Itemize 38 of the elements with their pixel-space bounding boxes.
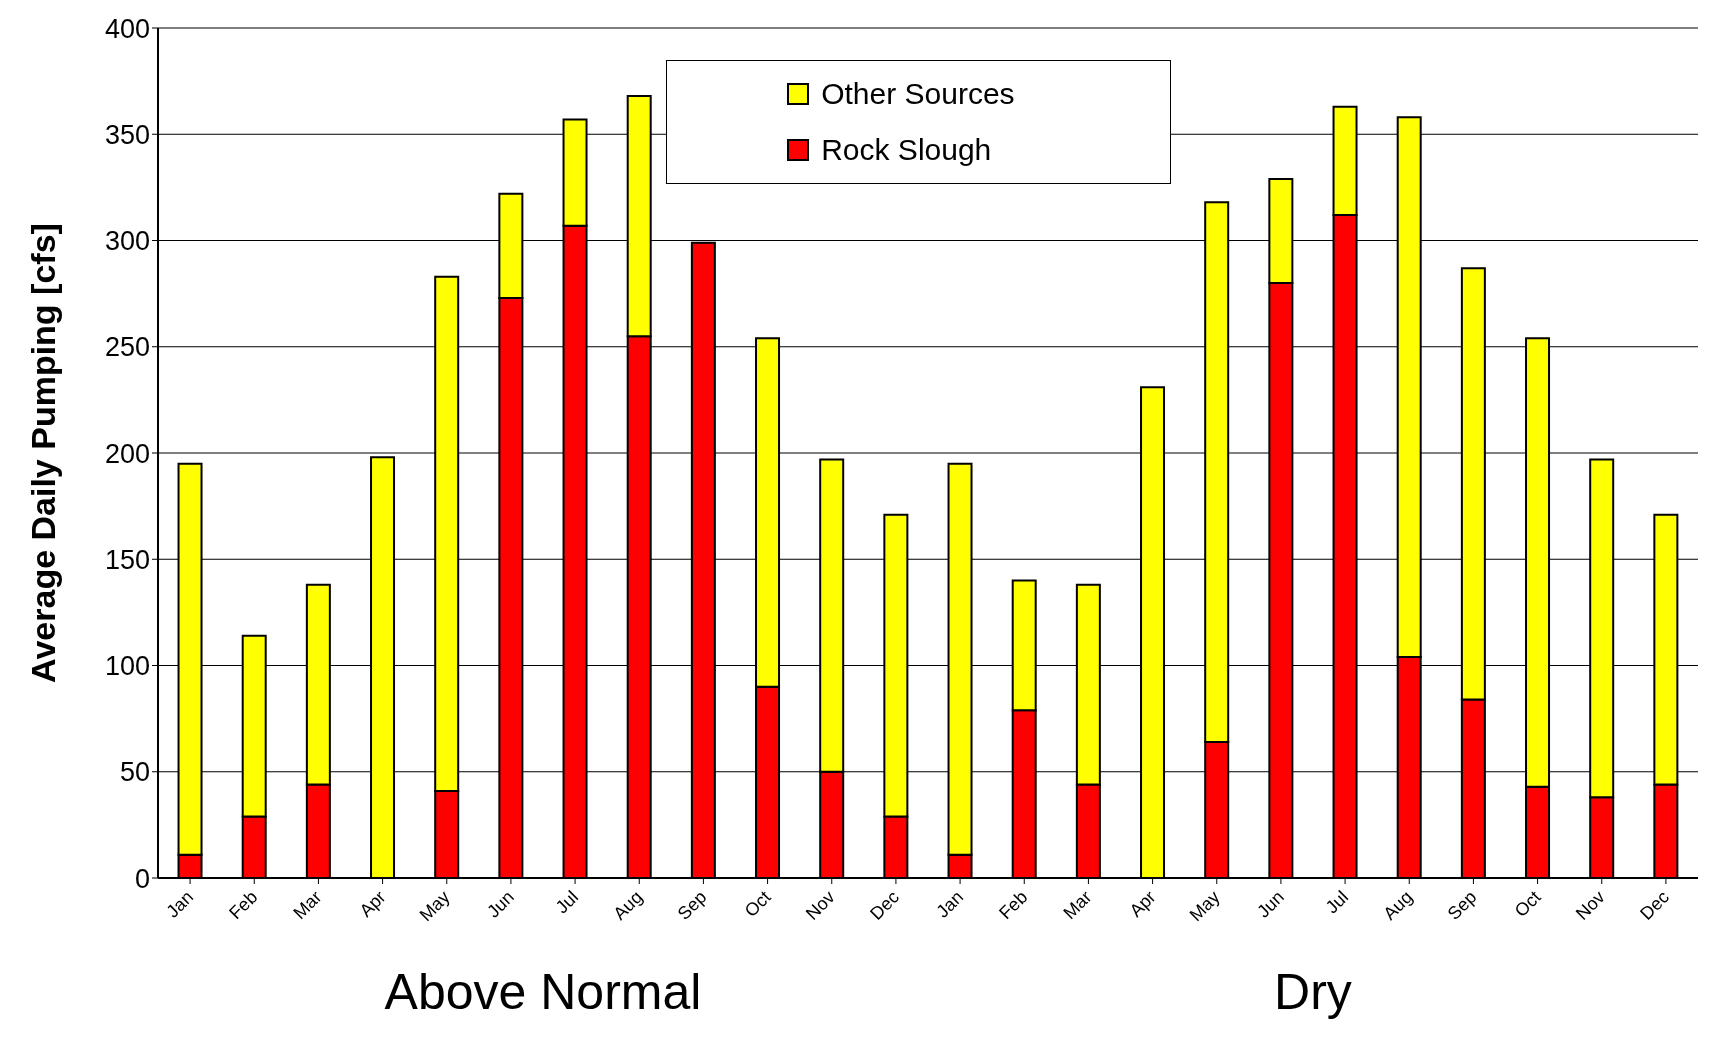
y-tick-label: 150	[104, 544, 150, 575]
x-tick-label: Jan	[162, 886, 198, 922]
x-tick-label: Aug	[1379, 886, 1417, 924]
y-tick-label: 0	[134, 863, 150, 894]
y-tick-label: 350	[104, 119, 150, 150]
y-axis-title: Average Daily Pumping [cfs]	[24, 223, 63, 683]
x-tick-label: Aug	[609, 886, 647, 924]
text: Dry	[1273, 964, 1353, 1020]
x-tick-label: May	[1185, 886, 1224, 926]
x-tick-label: Dec	[1636, 886, 1673, 924]
x-tick-label: Apr	[355, 886, 390, 921]
x-tick-label: May	[415, 886, 454, 926]
y-tick-label: 100	[104, 651, 150, 682]
x-tick-label: Apr	[1125, 886, 1160, 921]
x-tick-label: Oct	[740, 886, 775, 921]
x-tick-label: Jul	[1321, 886, 1353, 918]
x-tick-label: Jun	[1253, 886, 1288, 922]
x-tick-label: Nov	[802, 886, 839, 924]
x-tick-label: Nov	[1572, 886, 1609, 924]
y-tick-label: 200	[104, 438, 150, 469]
x-tick-label: Sep	[673, 886, 711, 924]
legend-label: Rock Slough	[821, 133, 992, 167]
x-tick-label: Jul	[551, 886, 583, 918]
legend-label: Other Sources	[821, 77, 1015, 111]
x-tick-label: Feb	[225, 886, 262, 924]
x-tick-label: Feb	[995, 886, 1032, 924]
y-tick-label: 50	[119, 757, 150, 788]
y-tick-label: 250	[104, 332, 150, 363]
x-tick-label: Jun	[483, 886, 518, 922]
x-tick-label: Jan	[932, 886, 968, 922]
y-tick-label: 400	[104, 13, 150, 44]
x-tick-label: Mar	[289, 886, 326, 923]
y-tick-label: 300	[104, 226, 150, 257]
text: Above Normal	[383, 964, 703, 1020]
x-tick-label: Oct	[1510, 886, 1545, 921]
x-tick-label: Sep	[1443, 886, 1481, 924]
x-tick-label: Dec	[866, 886, 903, 924]
x-tick-label: Mar	[1059, 886, 1096, 923]
